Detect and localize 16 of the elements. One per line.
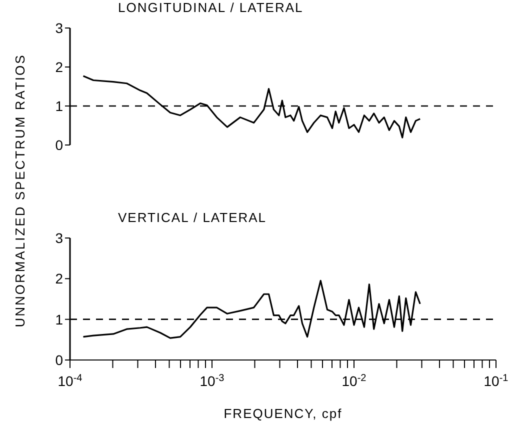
x-tick-label: 10$^{-2}$: [342, 372, 367, 389]
y-tick-label: 0: [55, 352, 64, 368]
x-axis-title: FREQUENCY, cpf: [222, 406, 344, 421]
y-tick-label: 2: [55, 270, 64, 287]
y-tick-label: 1: [55, 311, 64, 328]
y-tick-label: 1: [55, 98, 64, 114]
y-axis-title: UNNORMALIZED SPECTRUM RATIOS: [12, 53, 28, 327]
y-tick-label: 0: [55, 136, 64, 153]
y-tick-label: 3: [55, 20, 64, 36]
chart-title: LONGITUDINAL / LATERAL: [118, 0, 304, 15]
x-tick-label: 10$^{-1}$: [484, 372, 509, 389]
y-tick-label: 2: [55, 58, 64, 75]
y-tick-label: 3: [55, 230, 64, 246]
x-tick-label: 10$^{-4}$: [58, 372, 83, 389]
chart-title: VERTICAL / LATERAL: [118, 210, 267, 225]
x-tick-label: 10$^{-3}$: [200, 372, 225, 389]
